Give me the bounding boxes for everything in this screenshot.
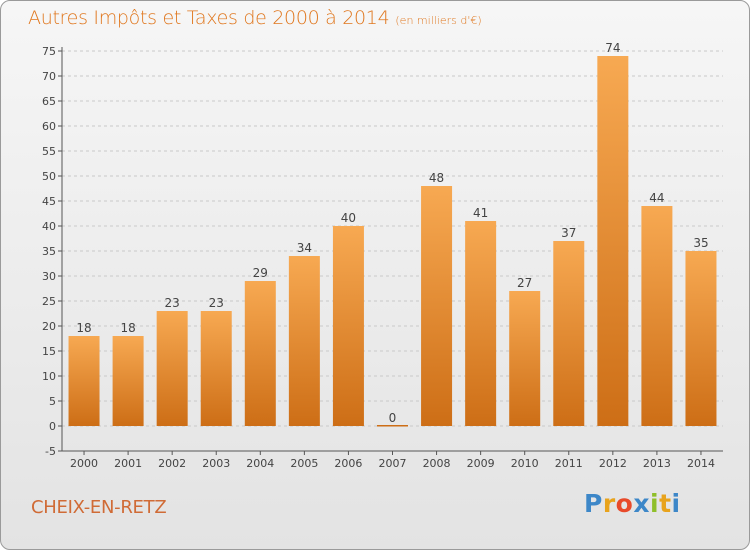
- commune-name: CHEIX-EN-RETZ: [31, 497, 167, 518]
- bar-value-label: 18: [120, 321, 135, 335]
- bar-value-label: 23: [209, 296, 224, 310]
- y-tick-label: 45: [42, 195, 56, 208]
- x-tick-label: 2002: [158, 457, 186, 470]
- bar: [597, 56, 629, 426]
- bar-value-label: 23: [165, 296, 180, 310]
- y-tick-label: 55: [42, 145, 56, 158]
- logo-letter: t: [659, 489, 672, 518]
- chart-title-main: Autres Impôts et Taxes de 2000 à 2014: [28, 7, 390, 29]
- bar-value-label: 41: [473, 206, 488, 220]
- labels: 18 2000 18 2001 23 2002 23 2003 29 2004 34 2005 40 20…: [70, 41, 715, 470]
- bar-value-label: 35: [693, 236, 708, 250]
- y-tick-label: 75: [42, 45, 56, 58]
- bar: [377, 425, 408, 427]
- bar: [553, 241, 585, 426]
- y-tick-label: 50: [42, 170, 56, 183]
- bar-value-label: 74: [605, 41, 620, 55]
- x-tick-label: 2005: [290, 457, 318, 470]
- bar-value-label: 40: [341, 211, 356, 225]
- chart-title: Autres Impôts et Taxes de 2000 à 2014 (en…: [28, 7, 482, 29]
- y-tick-label: 25: [42, 295, 56, 308]
- bar: [421, 186, 453, 426]
- y-tick-label: 40: [42, 220, 56, 233]
- y-tick-label: -5: [45, 445, 56, 458]
- x-tick-label: 2008: [423, 457, 451, 470]
- y-tick-label: 0: [49, 420, 56, 433]
- bar-value-label: 27: [517, 276, 532, 290]
- x-tick-label: 2011: [555, 457, 583, 470]
- bars: [68, 56, 717, 427]
- bar: [641, 206, 673, 426]
- x-tick-label: 2006: [334, 457, 362, 470]
- y-tick-label: 60: [42, 120, 56, 133]
- x-tick-label: 2012: [599, 457, 627, 470]
- bar: [68, 336, 100, 426]
- y-tick-label: 10: [42, 370, 56, 383]
- x-tick-label: 2009: [467, 457, 495, 470]
- bar: [156, 311, 188, 426]
- bar-value-label: 29: [253, 266, 268, 280]
- y-tick-label: 5: [49, 395, 56, 408]
- y-tick-label: 65: [42, 95, 56, 108]
- bar: [685, 251, 717, 426]
- y-tick-label: 20: [42, 320, 56, 333]
- x-tick-label: 2000: [70, 457, 98, 470]
- x-tick-label: 2003: [202, 457, 230, 470]
- x-tick-label: 2010: [511, 457, 539, 470]
- x-tick-label: 2001: [114, 457, 142, 470]
- axes: -5 0 5 10 15 20 25 30 35 40 45 50 55 60 65 70 75: [42, 45, 723, 458]
- x-tick-label: 2013: [643, 457, 671, 470]
- y-tick-label: 30: [42, 270, 56, 283]
- x-tick-label: 2007: [379, 457, 407, 470]
- bar: [288, 256, 320, 426]
- logo-letter: P: [584, 489, 603, 518]
- logo-letter: i: [650, 489, 660, 518]
- bar-value-label: 0: [389, 411, 397, 425]
- x-tick-label: 2014: [687, 457, 715, 470]
- bar: [332, 226, 364, 426]
- bar: [509, 291, 541, 426]
- chart-title-unit: (en milliers d'€): [395, 14, 482, 27]
- bar-value-label: 44: [649, 191, 664, 205]
- y-tick-label: 15: [42, 345, 56, 358]
- y-tick-label: 70: [42, 70, 56, 83]
- bar: [465, 221, 497, 426]
- bar-value-label: 34: [297, 241, 312, 255]
- y-tick-label: 35: [42, 245, 56, 258]
- proxiti-logo: Proxiti: [584, 489, 681, 518]
- x-tick-label: 2004: [246, 457, 274, 470]
- logo-letter: r: [602, 489, 616, 518]
- logo-letter: o: [615, 489, 634, 518]
- bar-value-label: 18: [76, 321, 91, 335]
- bar: [112, 336, 144, 426]
- bar-value-label: 48: [429, 171, 444, 185]
- bar: [200, 311, 232, 426]
- bar-value-label: 37: [561, 226, 576, 240]
- logo-letter: x: [633, 489, 650, 518]
- logo-letter: i: [671, 489, 681, 518]
- bar: [244, 281, 276, 426]
